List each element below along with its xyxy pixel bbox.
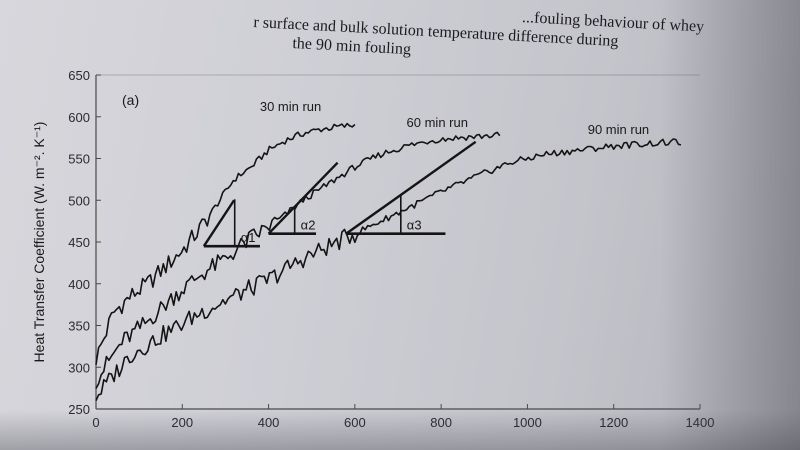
angle-label-2: α2 (301, 218, 316, 233)
y-tick-label: 400 (68, 277, 90, 292)
x-tick-label: 400 (258, 415, 280, 430)
x-tick-label: 0 (92, 415, 99, 430)
series-label-3: 90 min run (588, 122, 649, 137)
series-label-2: 60 min run (407, 115, 468, 130)
angle-label-3: α3 (407, 218, 422, 233)
angle-label-1: α1 (241, 230, 256, 245)
chart-ticks: 0 200 400 600 800 1000 1200 1400 250 300 350 400 450… (68, 68, 714, 430)
y-tick-label: 450 (68, 235, 90, 250)
chart-series (95, 122, 682, 402)
series-line-1 (95, 122, 356, 365)
y-tick-label: 600 (68, 110, 90, 125)
x-tick-label: 200 (171, 415, 193, 430)
x-tick-label: 800 (430, 415, 452, 430)
x-tick-label: 600 (344, 415, 366, 430)
tangent-line-2 (267, 161, 339, 235)
panel-label: (a) (122, 92, 139, 108)
chart-tangents (202, 140, 477, 248)
tangent-line-1 (202, 199, 236, 247)
y-axis-label: Heat Transfer Coefficient (W. m⁻². K⁻¹) (31, 122, 47, 363)
page-shadow-right (660, 0, 800, 450)
y-tick-label: 250 (68, 402, 90, 417)
x-tick-label: 1400 (686, 415, 715, 430)
chart-labels: 30 min run 60 min run 90 min run α1 α2 α3 (a) H… (31, 92, 649, 362)
series-line-3 (95, 138, 682, 402)
page-shadow-bottom (0, 410, 800, 450)
y-tick-label: 350 (68, 319, 90, 334)
x-tick-label: 1200 (599, 415, 628, 430)
y-tick-label: 300 (68, 360, 90, 375)
y-tick-label: 550 (68, 152, 90, 167)
series-line-2 (95, 131, 501, 389)
series-label-1: 30 min run (260, 99, 321, 114)
y-tick-label: 500 (68, 193, 90, 208)
tangent-line-3 (345, 140, 477, 235)
y-tick-label: 650 (68, 68, 90, 83)
x-tick-label: 1000 (513, 415, 542, 430)
